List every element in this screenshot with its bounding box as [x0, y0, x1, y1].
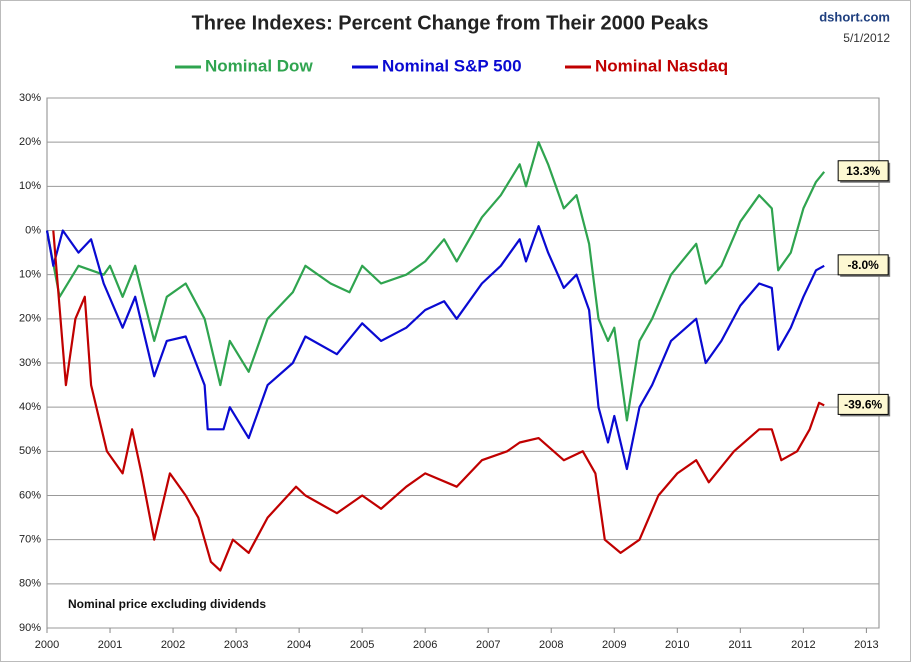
y-tick-label: 20% — [19, 313, 41, 325]
y-tick-label: 0% — [25, 224, 41, 236]
end-label-box — [837, 393, 889, 415]
chart-title: Three Indexes: Percent Change from Their… — [192, 12, 709, 34]
y-tick-label: 70% — [19, 534, 41, 546]
x-tick-label: 2004 — [287, 639, 311, 651]
end-label: -39.6% — [844, 398, 882, 412]
note: Nominal price excluding dividends — [68, 597, 266, 611]
x-tick-label: 2009 — [602, 639, 626, 651]
end-label: 13.3% — [846, 164, 880, 178]
date: 5/1/2012 — [843, 31, 890, 45]
x-tick-label: 2005 — [350, 639, 374, 651]
x-tick-label: 2013 — [854, 639, 878, 651]
y-tick-label: 30% — [19, 357, 41, 369]
x-tick-label: 2007 — [476, 639, 500, 651]
legend-label: Nominal Dow — [205, 56, 313, 75]
series-line — [45, 141, 826, 422]
x-tick-label: 2003 — [224, 639, 248, 651]
legend-label: Nominal Nasdaq — [595, 56, 728, 75]
end-label: -8.0% — [847, 258, 879, 272]
x-tick-label: 2012 — [791, 639, 815, 651]
series-line — [45, 225, 825, 471]
y-tick-label: 80% — [19, 578, 41, 590]
x-tick-label: 2010 — [665, 639, 689, 651]
x-tick-label: 2001 — [98, 639, 122, 651]
x-tick-label: 2000 — [35, 639, 59, 651]
y-tick-label: 50% — [19, 445, 41, 457]
y-tick-label: 60% — [19, 489, 41, 501]
legend-label: Nominal S&P 500 — [382, 56, 522, 75]
x-tick-label: 2011 — [729, 639, 753, 651]
series-line — [52, 230, 825, 572]
x-tick-label: 2002 — [161, 639, 185, 651]
y-tick-label: 40% — [19, 401, 41, 413]
end-label-box — [837, 254, 889, 276]
end-label-box — [837, 160, 889, 182]
source: dshort.com — [819, 9, 890, 24]
y-tick-label: 10% — [19, 269, 41, 281]
x-tick-label: 2008 — [539, 639, 563, 651]
y-tick-label: 20% — [19, 136, 41, 148]
x-tick-label: 2006 — [413, 639, 437, 651]
y-tick-label: 30% — [19, 92, 41, 104]
y-tick-label: 10% — [19, 180, 41, 192]
y-tick-label: 90% — [19, 622, 41, 634]
